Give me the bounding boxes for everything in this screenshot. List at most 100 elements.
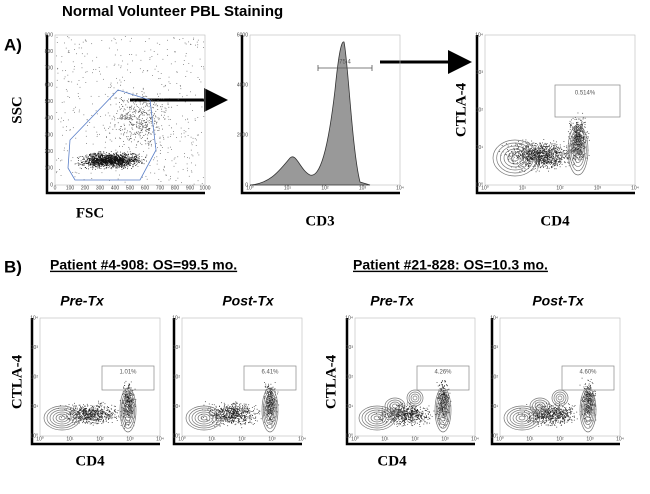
event-dot [531, 147, 532, 149]
event-dot [146, 124, 148, 126]
event-dot [519, 160, 521, 162]
event-dot [105, 156, 107, 158]
event-dot [551, 159, 553, 160]
event-dot [128, 124, 130, 126]
event-dot [502, 151, 504, 153]
event-dot [574, 129, 575, 130]
event-dot [577, 145, 578, 146]
event-dot [540, 156, 542, 158]
event-dot [92, 416, 94, 418]
event-dot [104, 162, 106, 164]
event-dot [86, 168, 87, 169]
event-dot [530, 151, 532, 153]
event-dot [67, 36, 69, 38]
event-dot [83, 412, 85, 414]
event-dot [540, 161, 542, 163]
event-dot [544, 157, 546, 159]
event-dot [90, 163, 91, 165]
event-dot [542, 148, 544, 150]
event-dot [190, 91, 191, 93]
event-dot [526, 159, 528, 161]
event-dot [148, 103, 150, 105]
event-dot [576, 130, 578, 132]
event-dot [581, 131, 583, 132]
event-dot [147, 114, 149, 116]
event-dot [75, 408, 77, 410]
event-dot [154, 115, 156, 117]
event-dot [526, 157, 528, 158]
y-tick-label: 200 [45, 149, 54, 155]
event-dot [546, 158, 548, 160]
event-dot [141, 131, 143, 133]
event-dot [128, 146, 130, 148]
event-dot [526, 156, 528, 158]
event-dot [112, 162, 114, 163]
event-dot [549, 158, 551, 160]
event-dot [128, 164, 130, 166]
event-dot [101, 413, 102, 415]
event-dot [117, 164, 119, 166]
event-dot [90, 410, 92, 412]
event-dot [544, 163, 546, 165]
event-dot [148, 132, 150, 133]
y-tick-label: 2000 [237, 132, 248, 138]
event-dot [127, 151, 129, 153]
event-dot [74, 411, 76, 413]
event-dot [113, 37, 115, 39]
event-dot [136, 131, 138, 133]
event-dot [102, 409, 104, 410]
event-dot [522, 166, 524, 167]
event-dot [520, 163, 522, 164]
event-dot [122, 163, 123, 165]
event-dot [85, 415, 86, 417]
event-dot [122, 156, 124, 158]
event-dot [186, 163, 188, 165]
event-dot [132, 60, 133, 62]
event-dot [106, 413, 108, 415]
event-dot [537, 151, 538, 153]
event-dot [90, 412, 92, 414]
event-dot [94, 162, 96, 164]
event-dot [173, 37, 174, 39]
event-dot [73, 68, 75, 70]
event-dot [124, 93, 125, 94]
event-dot [581, 122, 583, 124]
event-dot [148, 128, 149, 130]
event-dot [75, 421, 76, 423]
event-dot [92, 413, 94, 415]
event-dot [87, 418, 89, 420]
event-dot [143, 163, 145, 165]
event-dot [111, 167, 112, 169]
event-dot [571, 124, 572, 126]
event-dot [104, 160, 106, 162]
event-dot [505, 143, 507, 145]
event-dot [577, 152, 579, 154]
event-dot [545, 155, 547, 156]
event-dot [112, 128, 114, 130]
event-dot [96, 131, 98, 133]
event-dot [548, 145, 550, 147]
event-dot [525, 162, 527, 163]
event-dot [572, 140, 574, 142]
event-dot [84, 411, 85, 412]
event-dot [578, 133, 579, 135]
event-dot [67, 74, 69, 76]
event-dot [93, 411, 95, 413]
event-dot [94, 162, 95, 164]
event-dot [60, 175, 62, 176]
event-dot [541, 162, 543, 164]
event-dot [96, 413, 98, 415]
event-dot [123, 161, 125, 163]
event-dot [540, 156, 542, 158]
event-dot [521, 144, 523, 146]
event-dot [181, 182, 182, 184]
event-dot [547, 152, 549, 154]
event-dot [546, 152, 548, 154]
event-dot [522, 142, 524, 144]
event-dot [108, 156, 110, 158]
event-dot [136, 93, 137, 95]
event-dot [83, 421, 84, 423]
event-dot [84, 408, 86, 410]
event-dot [203, 66, 204, 68]
event-dot [74, 163, 76, 165]
